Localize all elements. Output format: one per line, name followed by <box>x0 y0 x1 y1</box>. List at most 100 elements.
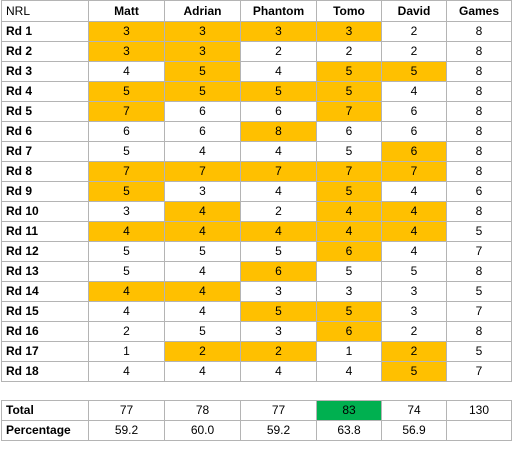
cell-tomo[interactable]: 6 <box>316 321 382 342</box>
row-label[interactable]: Rd 18 <box>1 361 89 382</box>
total-label[interactable]: Total <box>1 400 89 421</box>
cell-phantom[interactable]: 2 <box>240 341 317 362</box>
cell-tomo[interactable]: 7 <box>316 161 382 182</box>
cell-games[interactable]: 8 <box>446 41 512 62</box>
col-header-games[interactable]: Games <box>446 0 512 22</box>
col-header-matt[interactable]: Matt <box>88 0 165 22</box>
cell-adrian[interactable]: 6 <box>164 121 241 142</box>
cell-adrian[interactable]: 5 <box>164 61 241 82</box>
cell-games[interactable]: 8 <box>446 61 512 82</box>
cell-adrian[interactable]: 3 <box>164 181 241 202</box>
cell-david[interactable]: 2 <box>381 341 447 362</box>
cell-david[interactable]: 2 <box>381 321 447 342</box>
col-header-tomo[interactable]: Tomo <box>316 0 382 22</box>
row-label[interactable]: Rd 3 <box>1 61 89 82</box>
cell-games[interactable]: 8 <box>446 121 512 142</box>
cell-games[interactable]: 6 <box>446 181 512 202</box>
empty-cell[interactable] <box>164 381 241 401</box>
cell-phantom[interactable]: 5 <box>240 81 317 102</box>
cell-games[interactable]: 8 <box>446 141 512 162</box>
empty-cell[interactable] <box>381 381 447 401</box>
cell-tomo[interactable]: 4 <box>316 201 382 222</box>
cell-games[interactable]: 5 <box>446 221 512 242</box>
percentage-games[interactable] <box>446 420 512 441</box>
cell-adrian[interactable]: 5 <box>164 241 241 262</box>
row-label[interactable]: Rd 14 <box>1 281 89 302</box>
cell-adrian[interactable]: 4 <box>164 281 241 302</box>
percentage-adrian[interactable]: 60.0 <box>164 420 241 441</box>
row-label[interactable]: Rd 10 <box>1 201 89 222</box>
cell-phantom[interactable]: 4 <box>240 61 317 82</box>
row-label[interactable]: Rd 11 <box>1 221 89 242</box>
cell-phantom[interactable]: 5 <box>240 301 317 322</box>
cell-david[interactable]: 4 <box>381 241 447 262</box>
empty-cell[interactable] <box>316 381 382 401</box>
cell-tomo[interactable]: 3 <box>316 281 382 302</box>
cell-tomo[interactable]: 1 <box>316 341 382 362</box>
cell-tomo[interactable]: 5 <box>316 61 382 82</box>
cell-matt[interactable]: 5 <box>88 81 165 102</box>
cell-phantom[interactable]: 2 <box>240 201 317 222</box>
cell-david[interactable]: 6 <box>381 121 447 142</box>
cell-adrian[interactable]: 6 <box>164 101 241 122</box>
cell-david[interactable]: 4 <box>381 221 447 242</box>
empty-cell[interactable] <box>88 381 165 401</box>
total-tomo[interactable]: 83 <box>316 400 382 421</box>
cell-games[interactable]: 8 <box>446 321 512 342</box>
cell-phantom[interactable]: 4 <box>240 361 317 382</box>
total-adrian[interactable]: 78 <box>164 400 241 421</box>
row-label[interactable]: Rd 12 <box>1 241 89 262</box>
total-phantom[interactable]: 77 <box>240 400 317 421</box>
cell-david[interactable]: 4 <box>381 81 447 102</box>
row-label[interactable]: Rd 8 <box>1 161 89 182</box>
empty-cell[interactable] <box>446 381 512 401</box>
cell-matt[interactable]: 4 <box>88 301 165 322</box>
cell-david[interactable]: 5 <box>381 261 447 282</box>
cell-tomo[interactable]: 6 <box>316 241 382 262</box>
cell-tomo[interactable]: 7 <box>316 101 382 122</box>
cell-games[interactable]: 7 <box>446 301 512 322</box>
cell-matt[interactable]: 5 <box>88 141 165 162</box>
cell-phantom[interactable]: 4 <box>240 141 317 162</box>
row-label[interactable]: Rd 17 <box>1 341 89 362</box>
col-header-adrian[interactable]: Adrian <box>164 0 241 22</box>
cell-matt[interactable]: 3 <box>88 41 165 62</box>
cell-phantom[interactable]: 4 <box>240 181 317 202</box>
empty-cell[interactable] <box>1 381 89 401</box>
cell-david[interactable]: 7 <box>381 161 447 182</box>
cell-matt[interactable]: 5 <box>88 241 165 262</box>
cell-games[interactable]: 7 <box>446 241 512 262</box>
cell-phantom[interactable]: 6 <box>240 261 317 282</box>
cell-phantom[interactable]: 3 <box>240 21 317 42</box>
cell-matt[interactable]: 5 <box>88 181 165 202</box>
cell-games[interactable]: 8 <box>446 101 512 122</box>
cell-matt[interactable]: 4 <box>88 281 165 302</box>
percentage-tomo[interactable]: 63.8 <box>316 420 382 441</box>
cell-adrian[interactable]: 4 <box>164 361 241 382</box>
cell-phantom[interactable]: 7 <box>240 161 317 182</box>
cell-david[interactable]: 2 <box>381 41 447 62</box>
cell-tomo[interactable]: 4 <box>316 221 382 242</box>
cell-adrian[interactable]: 4 <box>164 301 241 322</box>
cell-games[interactable]: 8 <box>446 21 512 42</box>
cell-tomo[interactable]: 4 <box>316 361 382 382</box>
cell-matt[interactable]: 2 <box>88 321 165 342</box>
cell-adrian[interactable]: 5 <box>164 81 241 102</box>
cell-tomo[interactable]: 5 <box>316 261 382 282</box>
cell-phantom[interactable]: 8 <box>240 121 317 142</box>
cell-tomo[interactable]: 2 <box>316 41 382 62</box>
total-david[interactable]: 74 <box>381 400 447 421</box>
cell-adrian[interactable]: 4 <box>164 201 241 222</box>
cell-games[interactable]: 7 <box>446 361 512 382</box>
cell-adrian[interactable]: 4 <box>164 261 241 282</box>
cell-games[interactable]: 8 <box>446 161 512 182</box>
cell-tomo[interactable]: 6 <box>316 121 382 142</box>
cell-adrian[interactable]: 7 <box>164 161 241 182</box>
corner-label[interactable]: NRL <box>1 0 89 22</box>
cell-tomo[interactable]: 5 <box>316 81 382 102</box>
cell-matt[interactable]: 6 <box>88 121 165 142</box>
col-header-david[interactable]: David <box>381 0 447 22</box>
empty-cell[interactable] <box>240 381 317 401</box>
cell-adrian[interactable]: 3 <box>164 41 241 62</box>
cell-matt[interactable]: 5 <box>88 261 165 282</box>
